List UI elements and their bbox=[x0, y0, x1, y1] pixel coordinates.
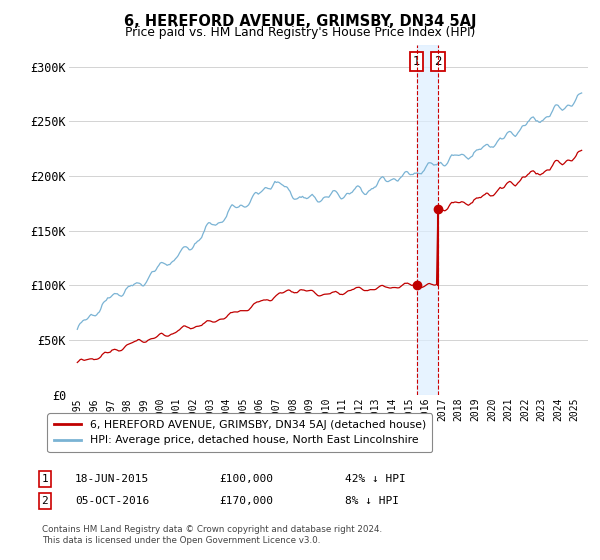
Text: 6, HEREFORD AVENUE, GRIMSBY, DN34 5AJ: 6, HEREFORD AVENUE, GRIMSBY, DN34 5AJ bbox=[124, 14, 476, 29]
Text: 05-OCT-2016: 05-OCT-2016 bbox=[75, 496, 149, 506]
Text: 1: 1 bbox=[41, 474, 49, 484]
Text: 8% ↓ HPI: 8% ↓ HPI bbox=[345, 496, 399, 506]
Text: 1: 1 bbox=[413, 55, 420, 68]
Text: 2: 2 bbox=[434, 55, 442, 68]
Text: £100,000: £100,000 bbox=[219, 474, 273, 484]
Text: Contains HM Land Registry data © Crown copyright and database right 2024.
This d: Contains HM Land Registry data © Crown c… bbox=[42, 525, 382, 545]
Text: Price paid vs. HM Land Registry's House Price Index (HPI): Price paid vs. HM Land Registry's House … bbox=[125, 26, 475, 39]
Text: 2: 2 bbox=[41, 496, 49, 506]
Text: £170,000: £170,000 bbox=[219, 496, 273, 506]
Text: 18-JUN-2015: 18-JUN-2015 bbox=[75, 474, 149, 484]
Bar bbox=[416, 45, 438, 395]
Text: 42% ↓ HPI: 42% ↓ HPI bbox=[345, 474, 406, 484]
Legend: 6, HEREFORD AVENUE, GRIMSBY, DN34 5AJ (detached house), HPI: Average price, deta: 6, HEREFORD AVENUE, GRIMSBY, DN34 5AJ (d… bbox=[47, 413, 433, 452]
